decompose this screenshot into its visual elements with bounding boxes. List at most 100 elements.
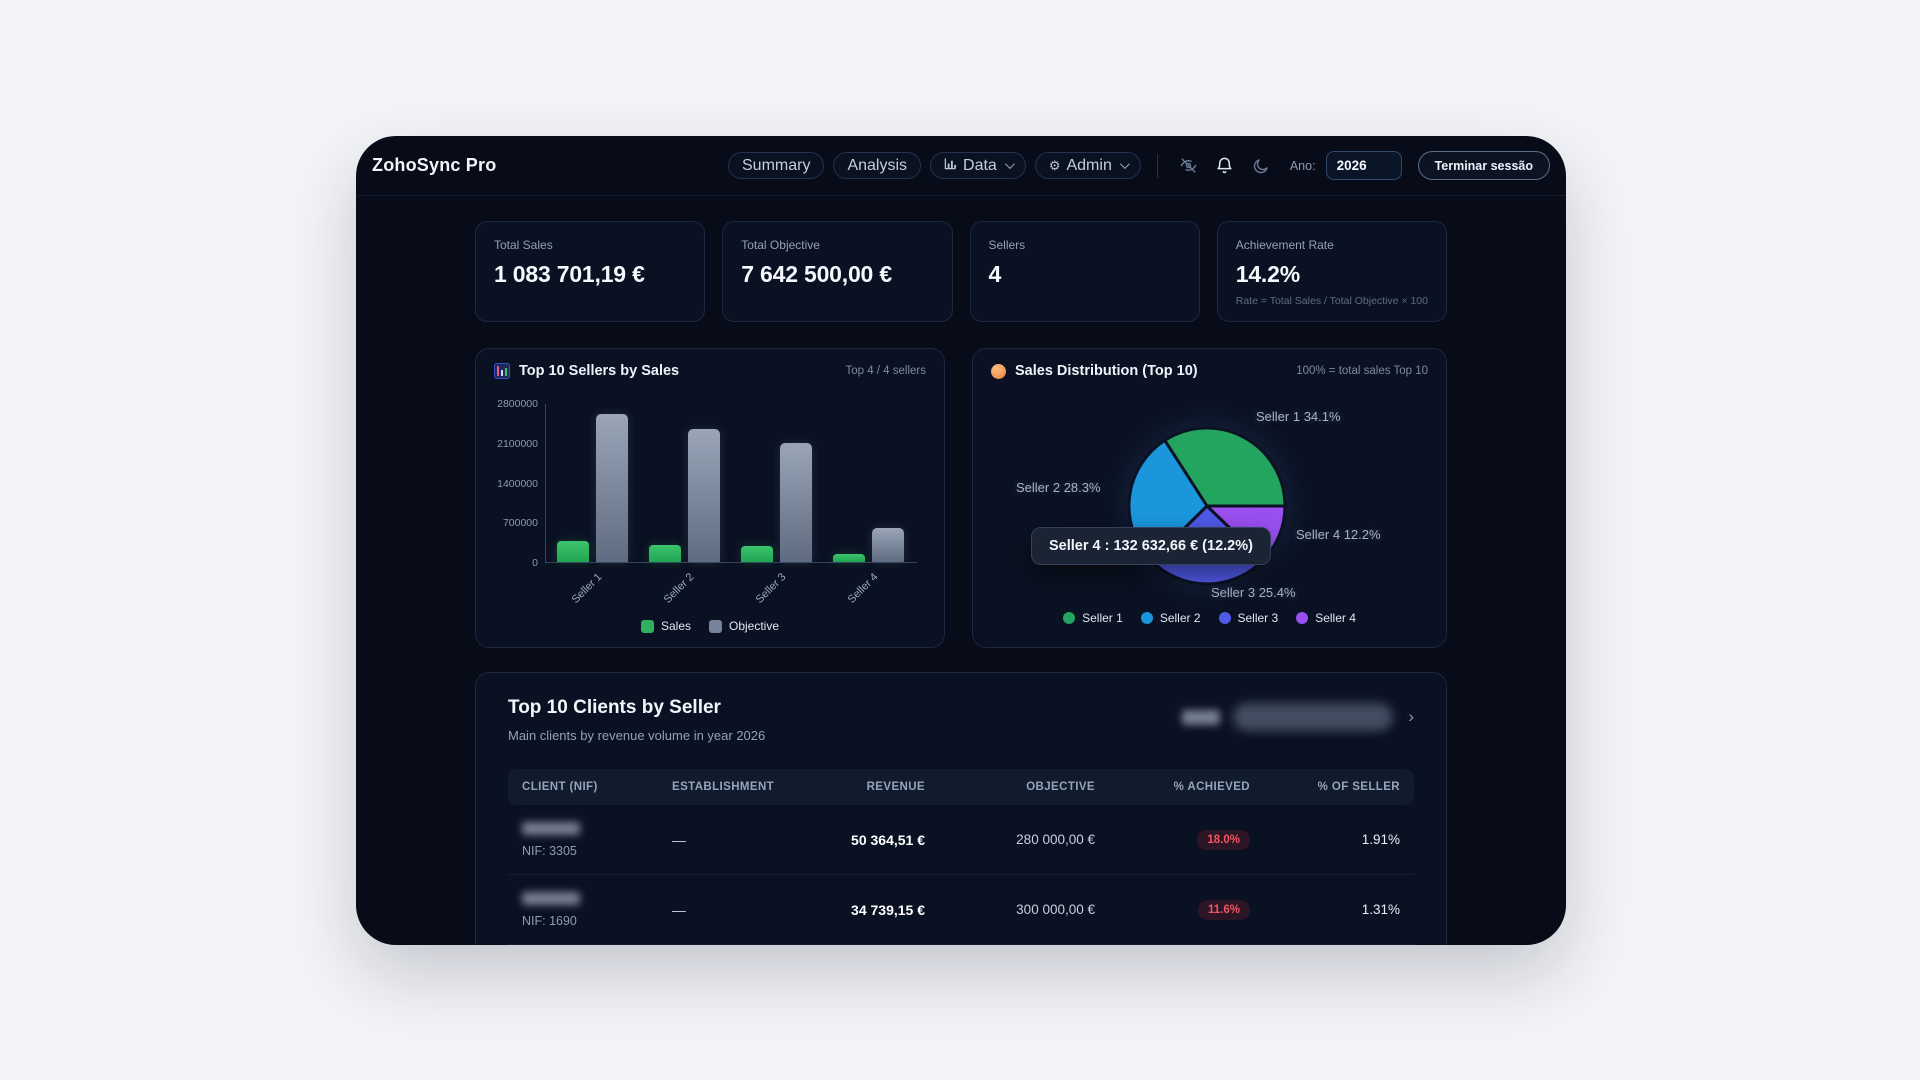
pie-chart-title: Sales Distribution (Top 10) — [1015, 363, 1198, 379]
bar-sales[interactable] — [649, 544, 681, 562]
legend-dot — [1140, 612, 1153, 624]
legend-dot — [1296, 612, 1309, 624]
legend-label: Seller 3 — [1237, 611, 1279, 625]
bar-chart-meta: Top 4 / 4 sellers — [845, 365, 926, 377]
establishment-cell: — — [672, 831, 686, 848]
bar-objective[interactable] — [688, 428, 720, 562]
filter-label-redacted — [1182, 709, 1221, 725]
stat-card-total-sales: Total Sales 1 083 701,19 € — [475, 221, 706, 322]
pie-chart[interactable] — [1107, 406, 1307, 606]
year-input[interactable] — [1325, 151, 1402, 180]
stat-note: Rate = Total Sales / Total Objective × 1… — [1235, 295, 1428, 307]
column-header--achieved: % ACHIEVED — [1173, 781, 1250, 793]
legend-item-sales: Sales — [640, 619, 691, 633]
bar-objective[interactable] — [780, 442, 812, 562]
pie-chart-header: Sales Distribution (Top 10) 100% = total… — [991, 363, 1428, 379]
pie-chart-meta: 100% = total sales Top 10 — [1296, 365, 1428, 377]
legend-swatch — [709, 619, 722, 633]
table-row[interactable]: NIF: 1690 — 34 739,15 € 300 000,00 € 11.6% 1.… — [508, 875, 1414, 945]
bar-chart-plot — [545, 404, 917, 563]
bar-category-label: Seller 3 — [753, 571, 788, 606]
achieved-badge: 18.0% — [1197, 829, 1250, 850]
gear-icon: ⚙ — [1048, 158, 1061, 173]
bell-icon[interactable] — [1212, 153, 1238, 179]
chevron-down-icon — [1119, 159, 1130, 170]
establishment-cell: — — [672, 901, 686, 918]
bar-chart-icon — [944, 157, 957, 175]
nav-summary[interactable]: Summary — [728, 152, 825, 179]
table-title: Top 10 Clients by Seller — [508, 697, 721, 718]
bar-category-label: Seller 1 — [569, 571, 604, 606]
stat-card-achievement-rate: Achievement Rate 14.2% Rate = Total Sales … — [1216, 221, 1447, 322]
orange-circle-icon — [991, 363, 1006, 379]
stat-label: Total Objective — [741, 238, 820, 252]
legend-label: Seller 2 — [1159, 611, 1201, 625]
revenue-cell: 34 739,15 € — [851, 901, 925, 918]
table-body: NIF: 3305 — 50 364,51 € 280 000,00 € 18.0% 1.… — [508, 805, 1414, 945]
column-header-objective: OBJECTIVE — [1026, 781, 1095, 793]
app-header: ZohoSync Pro Summary Analysis Data ⚙ Admin — [356, 136, 1566, 196]
chevron-down-icon — [1004, 159, 1015, 170]
nav-label: Admin — [1066, 156, 1112, 174]
column-header-establishment: ESTABLISHMENT — [672, 781, 775, 793]
legend-item-seller-4: Seller 4 — [1296, 611, 1356, 625]
client-nif: NIF: 3305 — [522, 843, 577, 858]
bar-sales[interactable] — [557, 541, 589, 562]
moon-icon[interactable] — [1248, 153, 1274, 179]
column-header--of-seller: % OF SELLER — [1317, 781, 1400, 793]
achieved-cell: 11.6% — [1109, 899, 1264, 920]
achieved-cell: 18.0% — [1109, 829, 1264, 850]
bar-objective[interactable] — [596, 414, 628, 562]
filter-select-redacted[interactable] — [1233, 703, 1394, 731]
charts-row: Top 10 Sellers by Sales Top 4 / 4 seller… — [475, 348, 1447, 648]
bar-chart-card: Top 10 Sellers by Sales Top 4 / 4 seller… — [475, 348, 945, 648]
year-label: Ano: — [1289, 158, 1316, 173]
stat-value: 7 642 500,00 € — [741, 261, 892, 287]
bar-sales[interactable] — [833, 554, 865, 562]
stat-label: Total Sales — [494, 238, 553, 252]
stat-label: Achievement Rate — [1235, 238, 1334, 252]
client-name-redacted — [522, 891, 580, 905]
ytick-label: 2800000 — [497, 398, 538, 410]
bar-chart-header: Top 10 Sellers by Sales Top 4 / 4 seller… — [494, 363, 926, 379]
nav-label: Data — [963, 156, 997, 174]
legend-item-objective: Objective — [709, 619, 779, 633]
pie-tooltip: Seller 4 : 132 632,66 € (12.2%) — [1031, 527, 1271, 565]
header-right: Summary Analysis Data ⚙ Admin — [728, 151, 1550, 180]
bar-sales[interactable] — [741, 546, 773, 562]
nav-admin[interactable]: ⚙ Admin — [1034, 152, 1141, 179]
legend-item-seller-3: Seller 3 — [1218, 611, 1279, 625]
revenue-cell: 50 364,51 € — [851, 831, 925, 848]
clients-table-card: Top 10 Clients by Seller Main clients by… — [475, 672, 1447, 945]
table-header-row: CLIENT (NIF) ESTABLISHMENT REVENUE OBJECTIV… — [508, 769, 1414, 805]
dashboard-content: Total Sales 1 083 701,19 € Total Objective… — [475, 221, 1447, 945]
nav-analysis[interactable]: Analysis — [833, 152, 922, 179]
objective-cell: 300 000,00 € — [1016, 902, 1095, 917]
eye-off-icon[interactable] — [1176, 153, 1202, 179]
seller-filter[interactable]: › — [1182, 703, 1414, 731]
logout-button[interactable]: Terminar sessão — [1417, 151, 1550, 180]
legend-label: Objective — [729, 619, 780, 633]
legend-item-seller-2: Seller 2 — [1140, 611, 1201, 625]
pie-chart-card: Sales Distribution (Top 10) 100% = total… — [972, 348, 1447, 648]
nav-label: Analysis — [847, 156, 908, 174]
stat-value: 1 083 701,19 € — [494, 261, 645, 287]
bar-chart-legend: Sales Objective — [476, 619, 944, 633]
stat-card-total-objective: Total Objective 7 642 500,00 € — [722, 221, 953, 322]
stat-value: 4 — [988, 261, 1002, 287]
legend-label: Seller 1 — [1082, 611, 1123, 625]
bar-category-label: Seller 4 — [845, 571, 880, 606]
legend-label: Sales — [660, 619, 691, 633]
stat-card-sellers: Sellers 4 — [969, 221, 1200, 322]
nav-data[interactable]: Data — [930, 152, 1026, 179]
chevron-right-icon: › — [1408, 707, 1414, 726]
stats-row: Total Sales 1 083 701,19 € Total Objective… — [475, 221, 1447, 322]
table-row[interactable]: NIF: 3305 — 50 364,51 € 280 000,00 € 18.0% 1.… — [508, 805, 1414, 875]
stat-label: Sellers — [988, 238, 1026, 252]
pie-chart-legend: Seller 1 Seller 2 Seller 3 Seller 4 — [973, 611, 1446, 625]
client-nif: NIF: 1690 — [522, 913, 577, 928]
ytick-label: 2100000 — [497, 437, 538, 450]
pie-slice-label: Seller 3 25.4% — [1211, 585, 1296, 600]
bar-objective[interactable] — [872, 528, 904, 562]
ytick-label: 0 — [532, 557, 538, 569]
